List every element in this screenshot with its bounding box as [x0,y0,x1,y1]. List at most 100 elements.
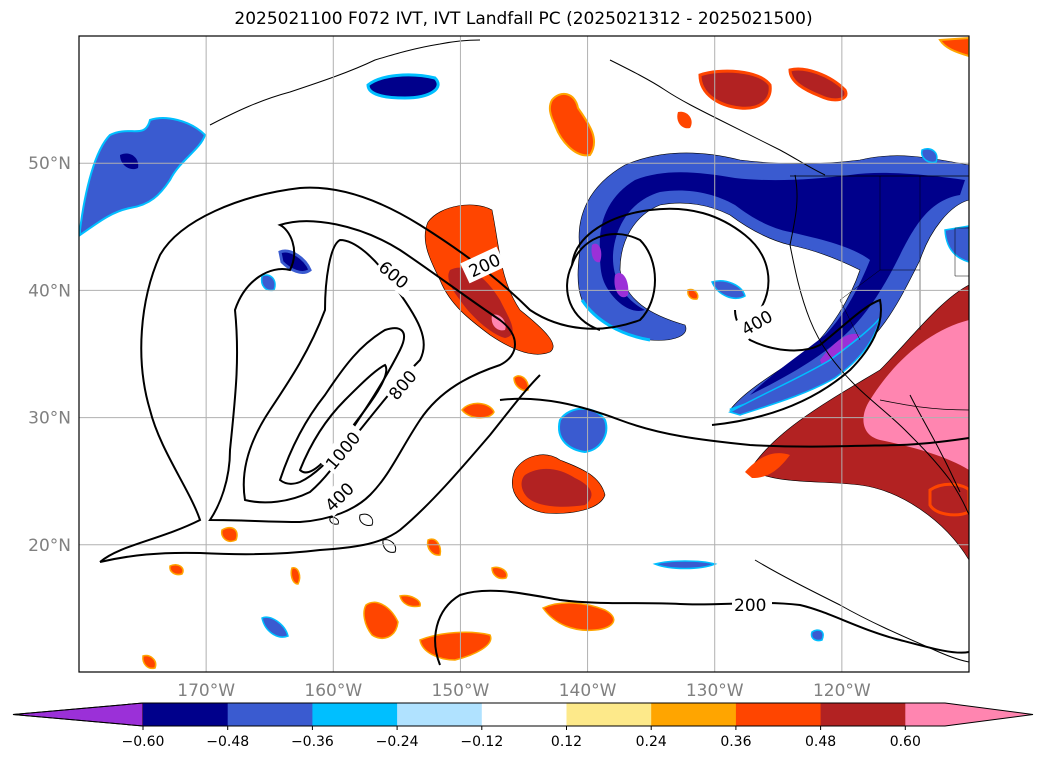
contour-400 [208,220,516,524]
colorbar-tick-label: 0.36 [720,734,751,750]
positive-shading [142,36,969,670]
shade-orange-small-9 [142,654,157,670]
coast-hawaii-2 [382,539,397,553]
colorbar-tick-label: 0.48 [805,734,836,750]
lat-tick-label: 50°N [28,154,71,174]
colorbar-bin [566,703,652,726]
coast-alaska-aleutians [209,39,481,126]
shade-blue-small-7 [944,225,969,263]
shade-blue-small-6 [920,148,938,164]
contour-200-east [499,397,969,448]
shade-orange-small-10 [399,594,421,608]
lat-tick-label: 40°N [28,281,71,301]
gridlines [79,36,969,672]
colorbar [12,702,1034,730]
colorbar-bin [143,703,229,726]
shade-purple-horseshoe-2 [591,243,602,263]
colorbar-over-arrow [905,703,1033,726]
shade-orange-small-1 [461,402,495,419]
shade-purple-horseshoe-1 [614,272,629,298]
shade-orange-small-12 [687,288,699,300]
shade-orange-small-3 [363,601,399,639]
coast-hawaii-1 [359,513,374,526]
contour-400-east [711,298,882,426]
colorbar-tick-label: −0.24 [376,734,419,750]
colorbar-tick-label: −0.36 [291,734,334,750]
ivt-contours [99,186,969,666]
shade-orange-small-4 [419,631,492,661]
shade-navy-nw [120,153,139,170]
shade-orange-small-6 [220,526,238,542]
lon-tick-label: 160°W [304,681,362,701]
colorbar-tick-label: 0.24 [636,734,667,750]
colorbar-bin [481,703,567,726]
lat-tick-label: 30°N [28,409,71,429]
contour-labels: 200 600 800 1000 400 400 200 [318,246,781,616]
coast-baja [909,394,961,493]
shade-orange-small-8 [290,567,301,585]
plot-area: 200 600 800 1000 400 400 200 [79,36,969,672]
lon-tick-label: 130°W [686,681,744,701]
contour-200-south [434,589,969,666]
lat-tick-label: 20°N [28,536,71,556]
contour-200-bottom-left [99,374,541,563]
shade-orange-small-2 [513,375,529,392]
contour-200-top-loop [571,207,770,311]
shade-red-sw-blob [928,482,969,517]
plot-frame [78,35,970,673]
coast-mexico-south [754,559,969,663]
shade-orange-north-5 [677,111,692,129]
shade-blue-small-2 [260,274,276,292]
colorbar-bin [227,703,313,726]
colorbar-tick-labels: −0.60 −0.48 −0.36 −0.24 −0.12 0.12 0.24 0.36 0.4… [122,734,921,750]
contour-800 [278,327,405,485]
coast-alaska-south [609,59,826,176]
longitude-labels: 170°W 160°W 150°W 140°W 130°W 120°W [177,681,871,701]
shade-blue-small-1 [710,280,746,300]
shade-blue-nw [79,117,207,237]
coastlines [209,39,969,663]
colorbar-tick-label: −0.60 [122,734,165,750]
shade-red-140w [521,468,592,507]
shade-pink-150w [491,314,506,331]
shade-orange-small-11 [491,566,508,580]
colorbar-bin [735,703,822,726]
colorbar-bin [312,703,398,726]
colorbar-bin [651,703,737,726]
lon-tick-label: 170°W [177,681,235,701]
lon-tick-label: 140°W [559,681,617,701]
contour-1000 [298,363,388,474]
shade-navy-160w [278,249,312,274]
border-us-mexico [879,399,969,411]
shade-orange-small-13 [169,563,184,576]
shade-blue-small-5 [810,629,824,642]
colorbar-tick-label: 0.12 [551,734,582,750]
coast-north-america-west [789,174,969,516]
colorbar-under-arrow [12,702,144,727]
negative-shading [79,73,969,642]
colorbar-tick-label: 0.60 [890,734,921,750]
shade-red-north-3 [788,67,848,102]
lon-tick-label: 120°W [813,681,871,701]
coast-hawaii-3 [329,517,339,525]
map-title: 2025021100 F072 IVT, IVT Landfall PC (20… [234,9,813,29]
latitude-labels: 20°N 30°N 40°N 50°N [28,154,71,556]
colorbar-bin [397,703,483,726]
shade-pink-se [863,320,969,470]
shade-blue-small-4 [652,560,718,570]
contour-200-outer [99,186,656,563]
shade-orange-small-5 [541,602,615,632]
state-borders [839,176,969,341]
shade-orange-150w [424,204,554,355]
shade-blue-small-3 [261,616,289,638]
shade-blue-140w [558,407,608,454]
colorbar-tick-label: −0.48 [206,734,249,750]
shade-navy-horseshoe [599,172,965,395]
colorbar-bin [820,703,906,726]
shade-orange-north-4 [938,36,969,58]
shade-orange-small-7 [426,538,442,556]
shade-orange-north-1 [548,92,596,157]
shade-red-north-2 [698,69,772,110]
shade-orange-se-edge [745,453,790,478]
